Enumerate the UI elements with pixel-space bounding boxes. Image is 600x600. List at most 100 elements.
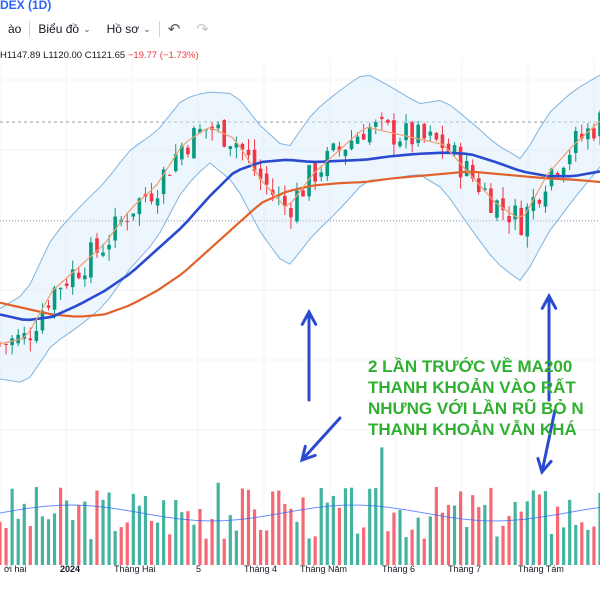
candle-body: [483, 188, 487, 191]
x-tick-label: ới hai: [4, 564, 26, 574]
volume-bar: [259, 530, 263, 565]
volume-bar: [465, 526, 469, 565]
candle-body: [476, 178, 481, 192]
candle-body: [598, 112, 600, 137]
volume-bar: [507, 515, 511, 565]
volume-bar: [0, 521, 2, 565]
volume-bar: [477, 507, 481, 565]
volume-bar: [168, 534, 172, 565]
volume-bar: [204, 538, 208, 565]
volume-bar: [119, 527, 123, 565]
redo-icon: ↷: [196, 21, 209, 38]
volume-bar: [562, 527, 566, 565]
candle-body: [28, 338, 33, 341]
chevron-down-icon: ⌄: [143, 23, 151, 34]
volume-bar: [574, 524, 578, 565]
redo-button[interactable]: ↷: [188, 18, 217, 40]
volume-bar: [422, 538, 426, 565]
x-tick-label: Tháng Hai: [114, 564, 156, 574]
candle-body: [107, 244, 111, 250]
candle-body: [416, 124, 420, 143]
candle-body: [434, 132, 439, 140]
candle-body: [392, 120, 396, 145]
volume-bar: [277, 490, 281, 565]
candle-body: [228, 146, 233, 150]
volume-bar: [549, 534, 554, 565]
candle-body: [216, 124, 220, 129]
chevron-down-icon: ⌄: [83, 23, 91, 34]
candle-body: [452, 145, 457, 154]
volume-bar: [537, 494, 541, 565]
volume-bar: [592, 526, 596, 565]
candle-body: [580, 133, 584, 139]
candle-body: [301, 190, 305, 197]
candle-body: [289, 208, 293, 218]
candle-body: [428, 131, 433, 136]
toolbar-item[interactable]: ào: [8, 22, 22, 36]
annotation-line: 2 LẦN TRƯỚC VỀ MA200: [368, 357, 573, 376]
candle-body: [519, 207, 524, 235]
candle-body: [161, 169, 166, 195]
candle-body: [198, 128, 202, 133]
volume-bar: [192, 524, 196, 565]
candle-body: [343, 149, 348, 157]
annotation-line: NHƯNG VỚI LẦN RŨ BỎ N: [368, 399, 584, 418]
candle-body: [349, 140, 354, 150]
volume-bar: [246, 489, 251, 565]
volume-bar: [386, 531, 390, 565]
volume-bars: [0, 447, 600, 565]
undo-button[interactable]: ↶: [160, 18, 189, 40]
volume-bar: [107, 492, 111, 565]
volume-bar: [210, 519, 214, 565]
chart-menu-button[interactable]: Biểu đồ ⌄: [30, 18, 98, 40]
candle-body: [446, 143, 451, 152]
profile-menu-label: Hồ sơ: [106, 22, 140, 36]
volume-bar: [95, 490, 99, 565]
candle-body: [501, 198, 505, 211]
volume-bar: [83, 501, 87, 565]
candle-body: [380, 116, 384, 119]
candle-body: [234, 142, 239, 148]
profile-menu-button[interactable]: Hồ sơ ⌄: [99, 18, 159, 40]
volume-bar: [519, 511, 523, 565]
annotation-line: THANH KHOẢN VẪN KHÁ: [368, 420, 577, 439]
candle-body: [70, 269, 75, 288]
candle-body: [458, 146, 463, 178]
x-axis: ới hai 2024 Tháng Hai 5 Tháng 4 Tháng Năm Thán…: [4, 564, 564, 574]
x-tick-label: 2024: [60, 564, 80, 574]
volume-bar: [113, 531, 117, 565]
bollinger-bands: [0, 74, 600, 383]
candle-body: [367, 126, 372, 143]
candle-body: [507, 215, 511, 223]
candle-body: [543, 191, 548, 207]
volume-bar: [180, 512, 184, 565]
candle-body: [4, 344, 8, 346]
volume-bar: [586, 529, 590, 565]
candle-body: [240, 143, 245, 150]
volume-average-line: [0, 504, 600, 522]
candle-body: [555, 172, 560, 176]
volume-bar: [446, 504, 451, 565]
candle-body: [440, 134, 445, 148]
volume-bar: [416, 517, 420, 565]
volume-bar: [489, 487, 493, 565]
candle-body: [337, 146, 342, 151]
candle-body: [386, 119, 390, 123]
grid: [0, 60, 600, 560]
bollinger-lower: [0, 162, 600, 383]
candle-body: [513, 205, 517, 220]
candle-body: [295, 190, 299, 222]
x-tick-label: Tháng 7: [448, 564, 481, 574]
volume-bar: [240, 488, 245, 565]
volume-bar: [337, 507, 341, 565]
volume-bar: [319, 487, 323, 565]
ohlc-change: −19.77 (−1.73%): [127, 50, 199, 61]
candle-body: [331, 143, 336, 151]
volume-bar: [216, 482, 220, 565]
candle-body: [180, 145, 184, 160]
volume-bar: [404, 537, 408, 565]
candle-body: [404, 123, 408, 141]
price-chart[interactable]: ới hai 2024 Tháng Hai 5 Tháng 4 Tháng Năm Thán…: [0, 60, 600, 600]
volume-bar: [428, 516, 432, 565]
annotation-line: THANH KHOẢN VÀO RẤT: [368, 378, 576, 397]
